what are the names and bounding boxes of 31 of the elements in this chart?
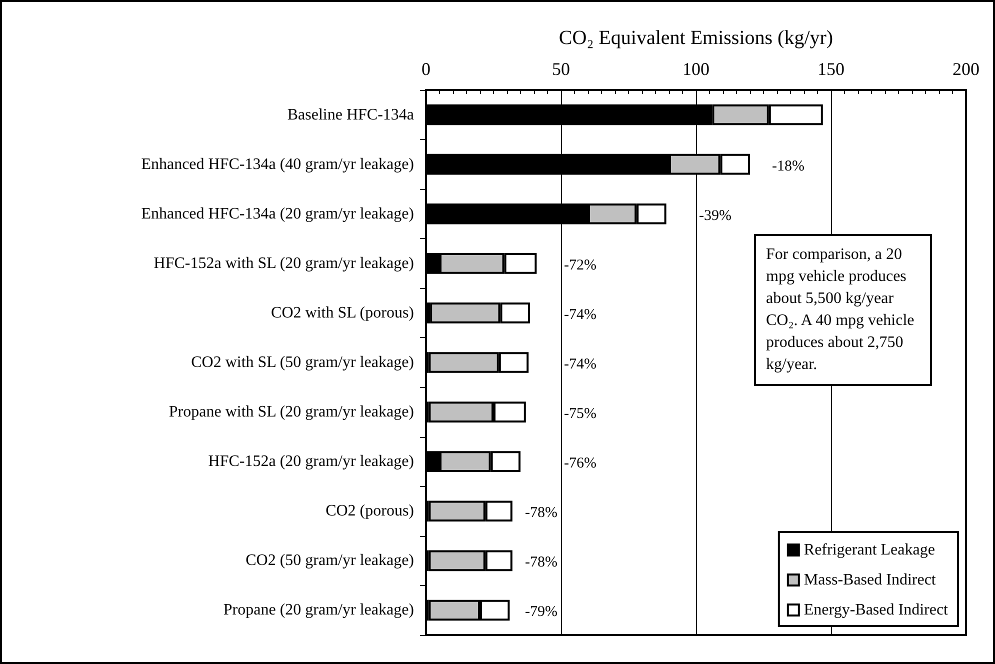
annotation: -72% bbox=[564, 257, 596, 274]
annotation: -79% bbox=[525, 604, 558, 620]
y-tick-label: Baseline HFC-134a bbox=[287, 106, 414, 124]
annotation: -78% bbox=[525, 505, 558, 522]
y-tick-label: HFC-152a with SL (20 gram/yr leakage) bbox=[154, 254, 414, 272]
legend-label: Mass-Based Indirect bbox=[804, 572, 936, 588]
annotation: -75% bbox=[564, 406, 596, 422]
annotation: -74% bbox=[564, 356, 596, 372]
legend-label: Energy-Based Indirect bbox=[804, 602, 949, 618]
annotation: -78% bbox=[525, 554, 558, 571]
y-tick-label: Propane (20 gram/yr leakage) bbox=[223, 602, 414, 619]
annotation: -74% bbox=[564, 306, 596, 323]
x-tick-label: 100 bbox=[682, 59, 710, 79]
y-tick-label: CO2 with SL (porous) bbox=[271, 304, 414, 322]
y-tick-label: Enhanced HFC-134a (40 gram/yr leakage) bbox=[141, 156, 414, 173]
x-tick-label: 0 bbox=[422, 59, 430, 79]
y-tick-label: CO2 with SL (50 gram/yr leakage) bbox=[191, 354, 414, 371]
x-tick-label: 200 bbox=[952, 59, 980, 79]
y-tick-label: Enhanced HFC-134a (20 gram/yr leakage) bbox=[141, 205, 414, 222]
y-tick-label: HFC-152a (20 gram/yr leakage) bbox=[208, 453, 414, 470]
y-tick-label: CO2 (porous) bbox=[326, 502, 414, 520]
y-tick-label: Propane with SL (20 gram/yr leakage) bbox=[168, 404, 414, 421]
annotation: -76% bbox=[564, 456, 596, 472]
annotation: -18% bbox=[772, 158, 804, 174]
x-tick-label: 50 bbox=[552, 59, 570, 79]
annotation: For comparison, a 20 mpg vehicle produces about 5,500 kg/year CO₂. A 40 mpg vehicle produces about 2,750 kg/year. bbox=[754, 234, 932, 386]
annotation: -39% bbox=[699, 208, 732, 224]
x-tick-label: 150 bbox=[818, 59, 844, 79]
y-tick-label: CO2 (50 gram/yr leakage) bbox=[246, 552, 414, 570]
x-axis-title: CO₂ Equivalent Emissions (kg/yr) bbox=[558, 27, 834, 49]
legend-label: Refrigerant Leakage bbox=[804, 542, 935, 558]
